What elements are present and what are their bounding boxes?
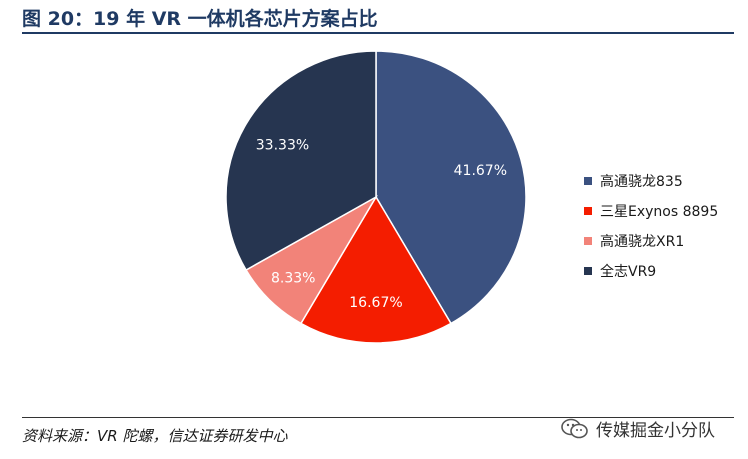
legend-swatch-2	[584, 207, 592, 215]
legend-label-1: 高通骁龙835	[600, 174, 683, 190]
watermark: 传媒掘金小分队	[560, 416, 715, 441]
figure-title: 图 20：19 年 VR 一体机各芯片方案占比	[22, 8, 378, 30]
legend-label-2: 三星Exynos 8895	[600, 204, 719, 220]
slice-label-3: 8.33%	[271, 271, 315, 287]
legend-item-2: 三星Exynos 8895	[584, 196, 718, 226]
legend-item-3: 高通骁龙XR1	[584, 226, 718, 256]
pie-slice-2	[299, 195, 453, 344]
title-divider	[22, 32, 734, 34]
pie-slice-1	[375, 50, 527, 325]
slice-label-1: 41.67%	[454, 163, 507, 179]
footer-divider	[22, 417, 734, 418]
legend-swatch-1	[584, 177, 592, 185]
legend-label-4: 全志VR9	[600, 264, 657, 280]
legend-swatch-3	[584, 237, 592, 245]
pie-chart: 41.67% 16.67% 8.33% 33.33%	[225, 50, 527, 344]
slice-label-4: 33.33%	[256, 137, 309, 153]
watermark-text: 传媒掘金小分队	[596, 421, 715, 441]
wechat-icon	[561, 418, 588, 438]
legend-item-1: 高通骁龙835	[584, 166, 718, 196]
source-note: 资料来源：VR 陀螺，信达证券研发中心	[22, 427, 288, 445]
legend-swatch-4	[584, 267, 592, 275]
slice-label-2: 16.67%	[349, 295, 402, 311]
chart-legend: 高通骁龙835 三星Exynos 8895 高通骁龙XR1 全志VR9	[584, 166, 718, 286]
pie-slice-4	[225, 50, 377, 271]
legend-label-3: 高通骁龙XR1	[600, 234, 685, 250]
legend-item-4: 全志VR9	[584, 256, 718, 286]
